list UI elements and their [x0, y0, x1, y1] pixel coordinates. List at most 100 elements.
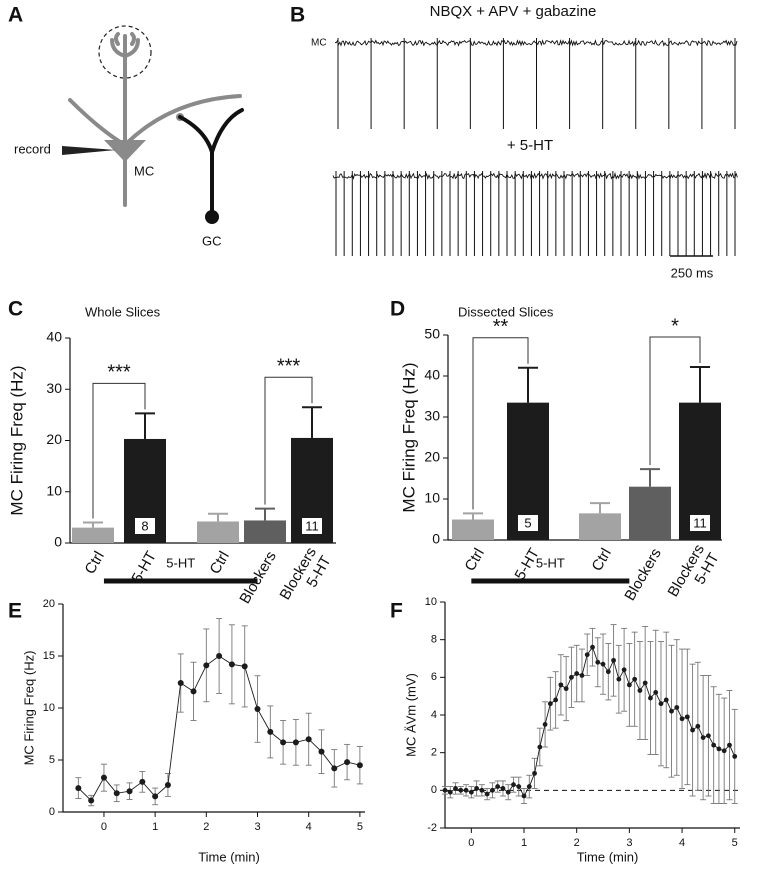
- x-tick-label: 5: [357, 821, 363, 833]
- data-point: [495, 784, 501, 789]
- data-point: [458, 787, 464, 793]
- trace-title: NBQX + APV + gabazine: [430, 3, 597, 20]
- panel-letter: A: [8, 4, 23, 27]
- data-point: [463, 787, 469, 793]
- voltage-trace: [332, 171, 738, 180]
- data-point: [318, 748, 325, 755]
- data-point: [695, 723, 701, 729]
- data-point: [505, 789, 511, 795]
- x-tick-label: Blockers: [236, 548, 279, 606]
- data-point: [690, 727, 695, 733]
- data-point: [679, 716, 685, 722]
- panel-letter: E: [8, 600, 22, 623]
- data-point: [453, 786, 458, 791]
- y-tick-label: 2: [431, 747, 437, 759]
- y-tick-label: 0: [431, 784, 437, 796]
- data-point: [642, 680, 648, 686]
- x-tick-label: Ctrl: [589, 545, 615, 574]
- data-point: [447, 789, 453, 795]
- data-point: [267, 728, 274, 735]
- y-tick-label: 20: [46, 431, 62, 447]
- bar: [629, 486, 671, 540]
- n-label-box: [690, 515, 710, 531]
- chart-title: Whole Slices: [85, 304, 161, 319]
- x-tick-label: Ctrl: [207, 548, 233, 577]
- data-point: [356, 762, 363, 769]
- trace-title: + 5-HT: [507, 137, 553, 154]
- y-tick-label: -2: [427, 822, 437, 834]
- treatment-label: 5-HT: [536, 555, 565, 570]
- panel-letter: F: [390, 600, 403, 623]
- trace-cell-label: MC: [311, 38, 327, 49]
- data-point: [190, 688, 197, 695]
- x-tick-label: 3: [626, 837, 632, 849]
- bar: [244, 520, 286, 543]
- y-tick-label: 30: [424, 408, 440, 424]
- significance-label: ***: [277, 355, 301, 377]
- data-point: [126, 788, 133, 795]
- n-label-box: [518, 515, 538, 531]
- data-point: [305, 736, 312, 743]
- bar: [72, 527, 114, 543]
- y-tick-label: 6: [431, 671, 437, 683]
- data-point: [241, 663, 248, 670]
- data-point: [558, 682, 564, 688]
- y-axis-label: MC Firing Freq (Hz): [21, 651, 36, 766]
- x-tick-label: 2: [203, 821, 209, 833]
- data-point: [616, 676, 622, 682]
- gc-soma: [205, 210, 219, 224]
- neuron-diagram: record MC GC: [14, 25, 244, 248]
- data-point: [569, 674, 574, 680]
- data-point: [590, 644, 595, 650]
- significance-label: **: [493, 316, 509, 338]
- data-point: [500, 786, 506, 791]
- data-point: [113, 790, 120, 797]
- data-point: [468, 789, 474, 795]
- data-point: [732, 754, 738, 759]
- diagram-label: record: [14, 141, 51, 156]
- treatment-label: 5-HT: [166, 555, 195, 570]
- x-tick-label: 1: [152, 821, 158, 833]
- y-tick-label: 4: [431, 709, 437, 721]
- y-tick-label: 0: [49, 806, 55, 818]
- n-label-box: [302, 518, 322, 534]
- x-tick-label: 0: [468, 837, 474, 849]
- bar: [452, 519, 494, 540]
- y-tick-label: 40: [46, 329, 62, 345]
- data-point: [490, 787, 495, 793]
- panel-letter: D: [390, 298, 405, 321]
- data-point: [721, 748, 727, 754]
- y-tick-label: 10: [46, 482, 62, 498]
- data-point: [177, 680, 184, 687]
- significance-label: *: [671, 315, 679, 337]
- y-tick-label: 30: [46, 380, 62, 396]
- y-axis-label: MC Firing Freq (Hz): [7, 365, 26, 515]
- n-label-box: [135, 518, 155, 534]
- x-tick-label: 3: [254, 821, 260, 833]
- data-point: [584, 652, 590, 658]
- data-point: [152, 793, 159, 800]
- data-point: [648, 695, 653, 701]
- y-tick-label: 20: [424, 449, 440, 465]
- y-tick-label: 10: [43, 702, 55, 714]
- x-tick-label: Blockers: [621, 545, 664, 603]
- data-point: [484, 791, 490, 797]
- y-tick-label: 8: [431, 634, 437, 646]
- data-point: [547, 701, 553, 707]
- data-point: [553, 697, 559, 703]
- data-point: [563, 686, 569, 692]
- x-tick-label: Ctrl: [82, 548, 108, 577]
- x-axis-label: Time (min): [198, 849, 260, 864]
- y-tick-label: 10: [425, 596, 437, 608]
- data-point: [637, 688, 643, 693]
- significance-bracket: [472, 337, 529, 510]
- granule-cell: [178, 108, 244, 217]
- diagram-label: MC: [134, 163, 154, 178]
- n-label: 5: [524, 515, 531, 530]
- data-point: [579, 673, 585, 678]
- panel-letter: C: [8, 298, 23, 321]
- y-tick-label: 0: [54, 534, 62, 550]
- y-tick-label: 40: [424, 367, 440, 383]
- x-tick-label: 4: [306, 821, 312, 833]
